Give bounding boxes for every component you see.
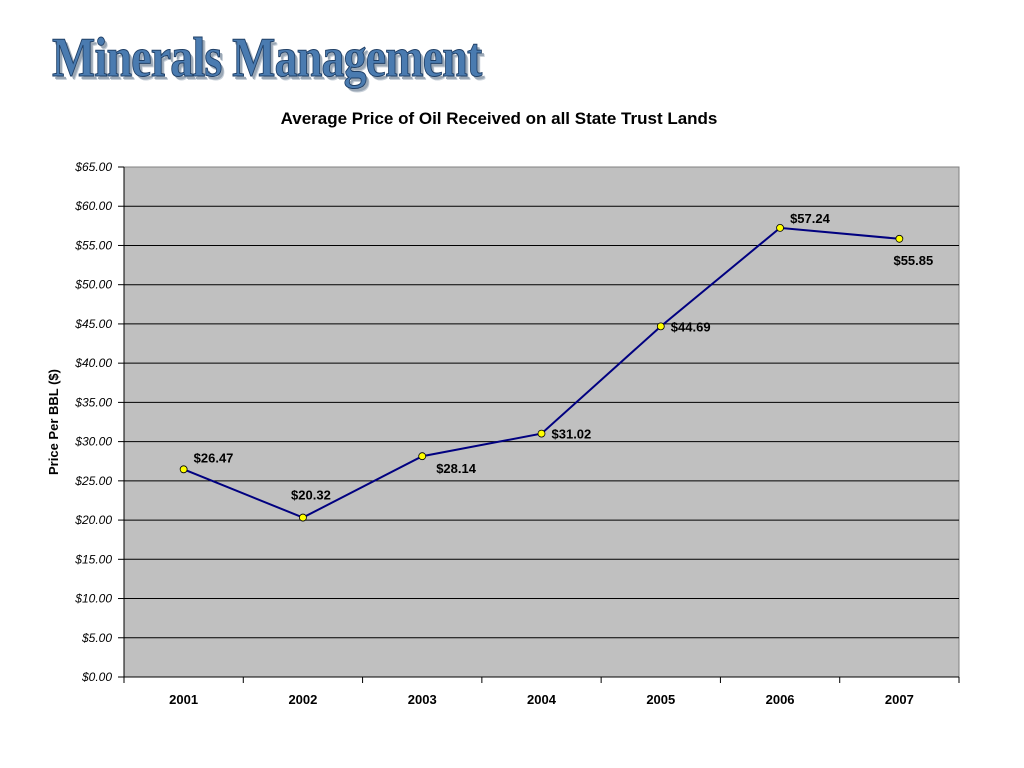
y-axis-label: Price Per BBL ($): [46, 369, 61, 475]
x-tick-label: 2007: [885, 692, 914, 707]
x-tick-label: 2005: [646, 692, 675, 707]
data-point: [418, 452, 427, 461]
data-label: $31.02: [552, 427, 592, 442]
x-tick-labels: 2001 2002 2003 2004 2005 2006 2007: [169, 692, 914, 707]
gridlines: [124, 205, 959, 639]
y-tick-label: $35.00: [74, 395, 112, 409]
slide-title: Minerals Management: [52, 27, 483, 90]
data-point: [299, 513, 307, 522]
y-tick-labels: $0.00 $5.00 $10.00 $15.00 $20.00 $25.00 $30.00…: [74, 160, 112, 684]
y-tick-label: $45.00: [74, 317, 112, 331]
data-label: $44.69: [671, 319, 711, 334]
data-point: [656, 322, 665, 331]
axes: [118, 166, 960, 683]
data-point: [537, 429, 546, 438]
y-tick-label: $50.00: [74, 278, 112, 292]
y-tick-label: $20.00: [74, 513, 112, 527]
data-point: [895, 234, 904, 243]
x-tick-label: 2003: [408, 692, 437, 707]
y-tick-label: $40.00: [74, 356, 112, 370]
x-tick-label: 2004: [527, 692, 557, 707]
data-label: $20.32: [291, 488, 331, 503]
data-label: $28.14: [436, 461, 477, 476]
data-label: $55.85: [893, 253, 933, 268]
data-point: [776, 223, 784, 232]
plot-area: [123, 166, 960, 678]
y-tick-label: $5.00: [81, 631, 112, 645]
y-tick-label: $60.00: [74, 199, 112, 213]
y-tick-label: $65.00: [74, 160, 112, 174]
x-tick-label: 2001: [169, 692, 198, 707]
y-tick-label: $55.00: [74, 238, 112, 252]
y-tick-label: $0.00: [81, 670, 112, 684]
data-label: $26.47: [194, 450, 234, 465]
x-tick-label: 2006: [766, 692, 795, 707]
y-tick-label: $10.00: [74, 592, 112, 606]
x-tick-label: 2002: [288, 692, 317, 707]
series-group: [179, 223, 904, 522]
data-labels: $26.47 $20.32 $28.14 $31.02 $44.69 $57.24 $55.…: [194, 211, 934, 503]
chart-title: Average Price of Oil Received on all Sta…: [281, 109, 718, 128]
data-label: $57.24: [790, 211, 831, 226]
y-tick-label: $30.00: [74, 435, 112, 449]
y-tick-label: $25.00: [74, 474, 112, 488]
data-point: [179, 465, 188, 474]
y-tick-label: $15.00: [74, 552, 112, 566]
